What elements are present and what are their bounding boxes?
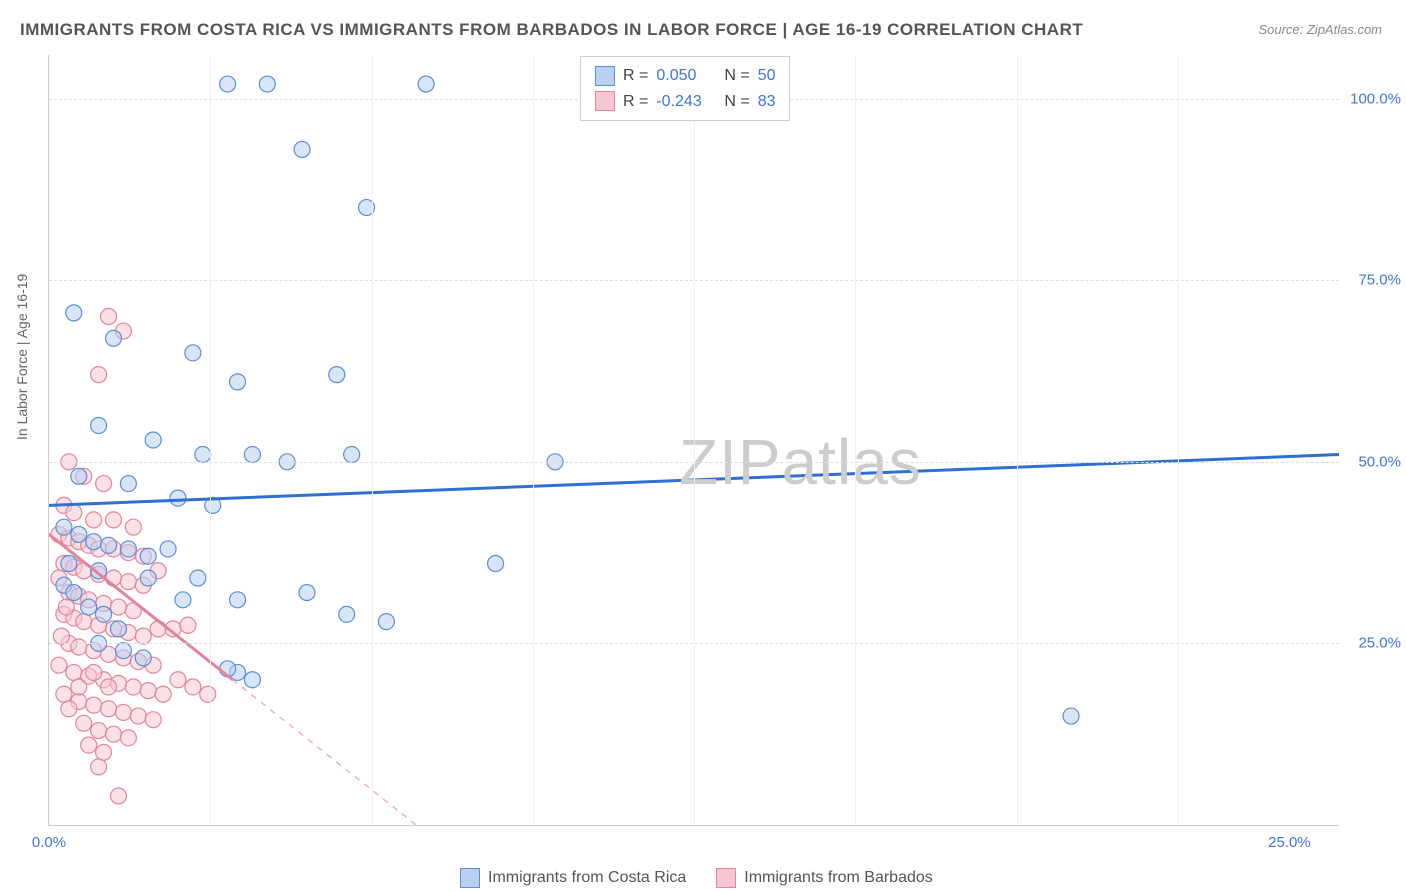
swatch-barbados-icon — [595, 91, 615, 111]
bottom-legend: Immigrants from Costa Rica Immigrants fr… — [460, 868, 933, 888]
y-tick-label: 50.0% — [1345, 453, 1401, 470]
y-tick-label: 75.0% — [1345, 272, 1401, 289]
swatch-costa-rica-icon — [595, 66, 615, 86]
legend-label-costa-rica: Immigrants from Costa Rica — [488, 869, 686, 887]
r-label: R = — [623, 89, 648, 115]
x-tick-label: 25.0% — [1268, 834, 1311, 851]
x-tick-label: 0.0% — [32, 834, 66, 851]
n-label: N = — [724, 89, 749, 115]
legend-item-barbados: Immigrants from Barbados — [716, 868, 933, 888]
r-value-barbados: -0.243 — [656, 89, 716, 115]
r-value-costa-rica: 0.050 — [656, 63, 716, 89]
n-value-costa-rica: 50 — [758, 63, 776, 89]
legend-item-costa-rica: Immigrants from Costa Rica — [460, 868, 686, 888]
n-label: N = — [724, 63, 749, 89]
stats-row-costa-rica: R = 0.050 N = 50 — [595, 63, 775, 89]
stats-legend: R = 0.050 N = 50 R = -0.243 N = 83 — [580, 56, 790, 121]
r-label: R = — [623, 63, 648, 89]
stats-row-barbados: R = -0.243 N = 83 — [595, 89, 775, 115]
swatch-barbados-icon — [716, 868, 736, 888]
y-axis-label: In Labor Force | Age 16-19 — [14, 274, 30, 440]
legend-label-barbados: Immigrants from Barbados — [744, 869, 933, 887]
chart-title: IMMIGRANTS FROM COSTA RICA VS IMMIGRANTS… — [20, 20, 1083, 40]
source-label: Source: ZipAtlas.com — [1258, 22, 1382, 37]
n-value-barbados: 83 — [758, 89, 776, 115]
y-tick-label: 25.0% — [1345, 635, 1401, 652]
swatch-costa-rica-icon — [460, 868, 480, 888]
plot-area: ZIPatlas 25.0%50.0%75.0%100.0%0.0%25.0% — [48, 55, 1339, 826]
y-tick-label: 100.0% — [1345, 90, 1401, 107]
